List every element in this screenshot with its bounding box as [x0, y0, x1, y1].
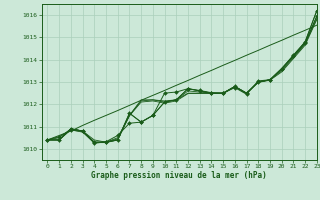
X-axis label: Graphe pression niveau de la mer (hPa): Graphe pression niveau de la mer (hPa) — [91, 171, 267, 180]
